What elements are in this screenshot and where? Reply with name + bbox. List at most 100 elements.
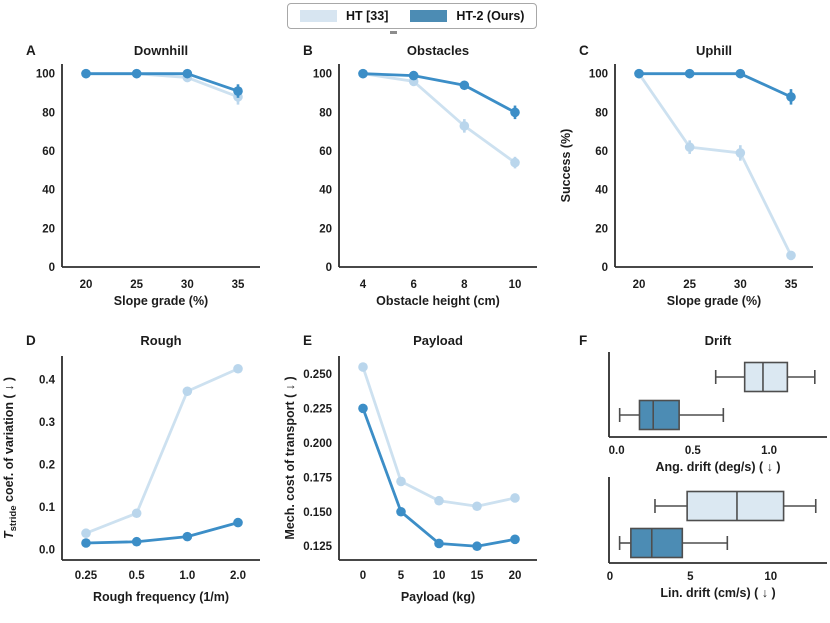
x-axis-label: Lin. drift (cm/s) ( ↓ ) xyxy=(660,586,775,600)
plot-F: F Drift 0.0 0.5 1.0 Ang. drift (deg/s) ( ↓ ) 0… xyxy=(579,333,827,600)
data-point xyxy=(684,68,695,79)
x-tick-label: 20 xyxy=(80,279,93,291)
data-point xyxy=(131,68,142,79)
y-tick-label: 100 xyxy=(589,69,608,81)
x-tick-label: 10 xyxy=(764,571,777,583)
x-tick-label: 0 xyxy=(360,570,366,582)
y-tick-label: 0.200 xyxy=(303,438,332,450)
x-tick-label: 35 xyxy=(232,279,245,291)
box-body xyxy=(638,399,680,431)
x-tick-label: 15 xyxy=(471,570,484,582)
panel-letter: E xyxy=(303,333,312,348)
series-line xyxy=(361,406,517,548)
x-axis-label: Slope grade (%) xyxy=(667,294,761,308)
panel-downhill: A Downhill 0 20 40 60 80 100 20 25 30 35 Slope grade… xyxy=(0,38,277,325)
data-point xyxy=(358,403,368,414)
x-tick-label: 0 xyxy=(607,571,613,583)
x-axis-label: Ang. drift (deg/s) ( ↓ ) xyxy=(656,460,781,474)
data-point xyxy=(182,68,193,79)
data-point xyxy=(786,250,796,261)
x-tick-label: 10 xyxy=(509,279,522,291)
series-ht2 xyxy=(358,403,520,552)
x-tick-label: 1.0 xyxy=(761,445,777,457)
series-line xyxy=(361,365,517,508)
x-tick-label: 25 xyxy=(683,279,696,291)
data-point xyxy=(358,68,368,79)
series-line xyxy=(84,521,240,545)
panel-title: Uphill xyxy=(696,43,732,58)
panel-title: Rough xyxy=(140,333,181,348)
y-tick-label: 0.4 xyxy=(39,374,56,386)
box-body xyxy=(743,361,789,393)
y-tick-label: 60 xyxy=(319,146,332,158)
panel-letter: A xyxy=(26,43,36,58)
legend-label-ht2: HT-2 (Ours) xyxy=(456,9,525,23)
series-line xyxy=(637,72,793,99)
series-line xyxy=(361,72,517,164)
legend-swatch-ht xyxy=(300,10,337,22)
panel-title: Payload xyxy=(413,333,463,348)
x-tick-label: 1.0 xyxy=(179,570,195,582)
y-axis-label: Mech. cost of transport ( ↓ ) xyxy=(283,376,297,539)
legend-entry-ht: HT [33] xyxy=(300,9,388,23)
x-tick-label: 4 xyxy=(360,279,367,291)
x-tick-label: 10 xyxy=(433,570,446,582)
data-point xyxy=(233,363,243,374)
series-ht2 xyxy=(81,517,243,548)
x-tick-label: 0.5 xyxy=(685,445,702,457)
data-point xyxy=(358,362,368,372)
series-line xyxy=(84,367,240,535)
panel-rough: D Rough 0.0 0.1 0.2 0.3 0.4 0.25 0.5 1.0 2.0 Rough … xyxy=(0,325,277,620)
y-tick-label: 0.175 xyxy=(303,472,332,484)
box-ht2 xyxy=(618,527,729,559)
x-tick-label: 8 xyxy=(461,279,468,291)
x-tick-label: 6 xyxy=(410,279,416,291)
plot-E: E Payload 0.125 0.150 0.175 0.200 0.225 0.250 0 5… xyxy=(283,333,537,604)
panel-title: Drift xyxy=(705,333,732,348)
legend-entry-ht2: HT-2 (Ours) xyxy=(410,9,524,23)
data-point xyxy=(510,157,520,168)
panel-title: Obstacles xyxy=(407,43,469,58)
panel-uphill: C Uphill 0 20 40 60 80 100 20 25 30 35 Slope grade (… xyxy=(553,38,830,325)
y-tick-label: 0.125 xyxy=(303,541,332,553)
x-tick-label: 35 xyxy=(785,279,798,291)
data-point xyxy=(81,538,91,548)
y-tick-label: 20 xyxy=(319,223,332,235)
y-tick-label: 100 xyxy=(313,69,332,81)
x-tick-label: 5 xyxy=(687,571,694,583)
panel-letter: B xyxy=(303,43,313,58)
x-tick-label: 30 xyxy=(181,279,194,291)
y-tick-label: 0.3 xyxy=(39,417,55,429)
y-tick-label: 0 xyxy=(326,262,332,274)
y-tick-label: 80 xyxy=(595,107,608,119)
panel-title: Downhill xyxy=(134,43,188,58)
data-point xyxy=(510,534,520,545)
y-tick-label: 0 xyxy=(602,262,608,274)
x-axis-label: Slope grade (%) xyxy=(114,294,208,308)
data-point xyxy=(233,86,243,96)
y-tick-label: 20 xyxy=(42,223,55,235)
x-axis-label: Payload (kg) xyxy=(401,590,475,604)
y-tick-label: 0.225 xyxy=(303,403,332,415)
y-tick-label: 40 xyxy=(595,185,608,197)
data-point xyxy=(510,107,520,118)
panel-letter: D xyxy=(26,333,36,348)
y-tick-label: 0.150 xyxy=(303,507,332,519)
data-point xyxy=(131,536,142,547)
data-point xyxy=(434,495,444,506)
data-point xyxy=(684,142,695,152)
x-tick-label: 30 xyxy=(734,279,747,291)
data-point xyxy=(81,68,91,79)
legend-swatch-ht2 xyxy=(410,10,448,22)
series-ht2 xyxy=(81,68,243,98)
y-tick-label: 0.0 xyxy=(39,544,55,556)
data-point xyxy=(81,528,91,539)
data-point xyxy=(434,538,444,549)
y-tick-label: 0.250 xyxy=(303,369,332,381)
panel-drift: F Drift 0.0 0.5 1.0 Ang. drift (deg/s) ( ↓ ) 0… xyxy=(553,325,830,620)
plot-C: C Uphill 0 20 40 60 80 100 20 25 30 35 Slope grade (… xyxy=(559,43,813,308)
data-point xyxy=(459,121,470,131)
data-point xyxy=(735,148,746,158)
y-axis-label: Tstride coef. of variation ( ↓ ) xyxy=(2,377,19,539)
panel-obstacles: B Obstacles 0 20 40 60 80 100 4 6 8 10 Obstacle heig… xyxy=(277,38,554,325)
